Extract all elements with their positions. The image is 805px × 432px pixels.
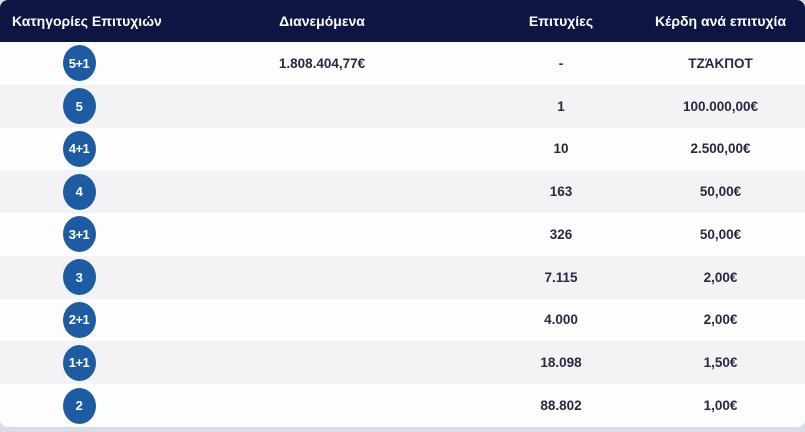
prize-value: 100.000,00€: [682, 98, 759, 114]
table-header: Κατηγορίες Επιτυχιών Διανεμόμενα Επιτυχί…: [0, 0, 805, 42]
category-cell: 2: [0, 387, 158, 424]
wins-value: 18.098: [540, 355, 582, 371]
category-badge: 1+1: [62, 344, 96, 381]
category-badge: 2+1: [62, 301, 96, 338]
prize-value: 50,00€: [699, 184, 742, 200]
table-body: 5+1 1.808.404,77€ - ΤΖΆΚΠΟΤ 5 1 100.000,…: [0, 42, 805, 427]
category-cell: 3+1: [0, 216, 158, 253]
category-cell: 4: [0, 173, 158, 210]
wins-value: 7.115: [544, 269, 578, 285]
header-categories: Κατηγορίες Επιτυχιών: [12, 13, 162, 29]
category-badge: 4+1: [62, 130, 96, 167]
category-cell: 4+1: [0, 130, 158, 167]
category-badge: 3+1: [62, 216, 96, 253]
table-row: 5+1 1.808.404,77€ - ΤΖΆΚΠΟΤ: [0, 42, 805, 85]
wins-value: -: [558, 55, 564, 71]
prize-value: 50,00€: [699, 226, 742, 242]
prize-value: 1,00€: [703, 398, 738, 413]
header-distributed: Διανεμόμενα: [279, 13, 365, 29]
table-row: 2+1 4.000 2,00€: [0, 298, 805, 342]
wins-value: 326: [549, 226, 573, 242]
prize-value: 1,50€: [703, 355, 738, 371]
prize-value: ΤΖΆΚΠΟΤ: [688, 55, 753, 71]
wins-value: 1: [557, 98, 565, 114]
wins-value: 88.802: [540, 398, 582, 413]
table-row: 4+1 10 2.500,00€: [0, 127, 805, 171]
category-badge: 5: [62, 88, 96, 125]
table-row: 2 88.802 1,00€: [0, 384, 805, 427]
category-badge: 3: [62, 259, 96, 296]
prize-value: 2,00€: [703, 312, 738, 328]
table-row: 1+1 18.098 1,50€: [0, 341, 805, 385]
category-badge: 2: [62, 387, 96, 424]
prize-value: 2,00€: [703, 269, 738, 285]
table-row: 3+1 326 50,00€: [0, 213, 805, 256]
table-row: 4 163 50,00€: [0, 170, 805, 214]
wins-value: 4.000: [544, 312, 578, 328]
header-wins: Επιτυχίες: [528, 13, 594, 29]
table-row: 5 1 100.000,00€: [0, 84, 805, 128]
distributed-value: 1.808.404,77€: [278, 55, 366, 71]
wins-value: 163: [549, 184, 573, 200]
table-row: 3 7.115 2,00€: [0, 255, 805, 299]
category-badge: 4: [62, 173, 96, 210]
category-cell: 2+1: [0, 301, 158, 338]
category-badge: 5+1: [62, 45, 96, 82]
prize-value: 2.500,00€: [690, 141, 751, 157]
category-cell: 5+1: [0, 45, 158, 82]
header-prize: Κέρδη ανά επιτυχία: [654, 13, 787, 29]
category-cell: 5: [0, 88, 158, 125]
category-cell: 3: [0, 259, 158, 296]
wins-value: 10: [553, 141, 569, 157]
category-cell: 1+1: [0, 344, 158, 381]
